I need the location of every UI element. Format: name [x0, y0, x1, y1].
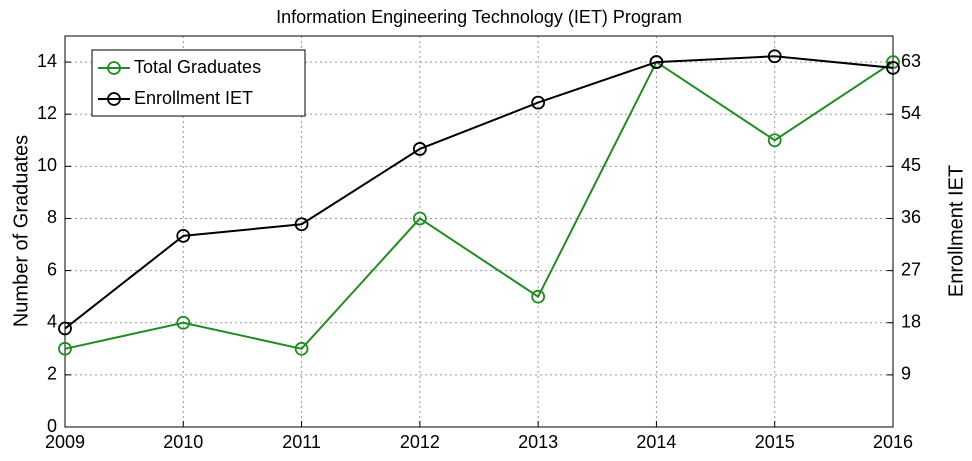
y-tick-label: 6: [47, 259, 57, 279]
y-axis-label: Number of Graduates: [10, 135, 32, 327]
x-tick-label: 2012: [400, 432, 440, 452]
x-tick-label: 2016: [873, 432, 913, 452]
y2-axis-label: Enrollment IET: [945, 165, 967, 297]
data-point: [767, 49, 782, 64]
y-tick-label: 10: [37, 155, 57, 175]
y2-tick-label: 9: [901, 364, 911, 384]
x-tick-label: 2014: [636, 432, 676, 452]
y2-tick-label: 18: [901, 311, 921, 331]
y-tick-label: 14: [37, 51, 57, 71]
y-tick-label: 4: [47, 311, 57, 331]
data-point: [58, 321, 72, 336]
data-point: [294, 341, 309, 356]
y2-tick-label: 63: [901, 51, 921, 71]
chart-title: Information Engineering Technology (IET)…: [276, 7, 682, 27]
y-tick-label: 2: [47, 364, 57, 384]
y2-tick-label: 54: [901, 103, 921, 123]
series-line: [64, 55, 894, 330]
y2-tick-label: 45: [901, 155, 921, 175]
x-tick-label: 2010: [163, 432, 203, 452]
data-point: [176, 228, 191, 243]
legend-marker: [107, 61, 121, 75]
data-point: [886, 55, 900, 69]
data-point: [58, 341, 72, 356]
x-tick-label: 2015: [755, 432, 795, 452]
data-point: [294, 217, 309, 232]
data-point: [531, 95, 546, 110]
legend-box: [91, 49, 306, 117]
data-point: [176, 315, 191, 330]
legend-label: Enrollment IET: [134, 88, 253, 108]
data-point: [412, 142, 427, 156]
y2-tick-label: 27: [901, 259, 921, 279]
data-point: [412, 211, 427, 226]
x-tick-label: 2013: [518, 432, 558, 452]
series-line: [64, 60, 894, 350]
y-tick-label: 0: [47, 416, 57, 436]
data-point: [531, 289, 546, 304]
data-point: [649, 55, 664, 69]
x-tick-label: 2011: [282, 432, 321, 452]
plot-frame: [64, 35, 894, 428]
data-point: [767, 133, 782, 148]
legend-marker: [107, 92, 121, 106]
y-tick-label: 12: [37, 103, 57, 123]
x-tick-label: 2009: [45, 432, 85, 452]
y-tick-label: 8: [47, 207, 57, 227]
y2-tick-label: 36: [901, 207, 921, 227]
legend-label: Total Graduates: [134, 57, 261, 77]
data-point: [886, 60, 900, 75]
